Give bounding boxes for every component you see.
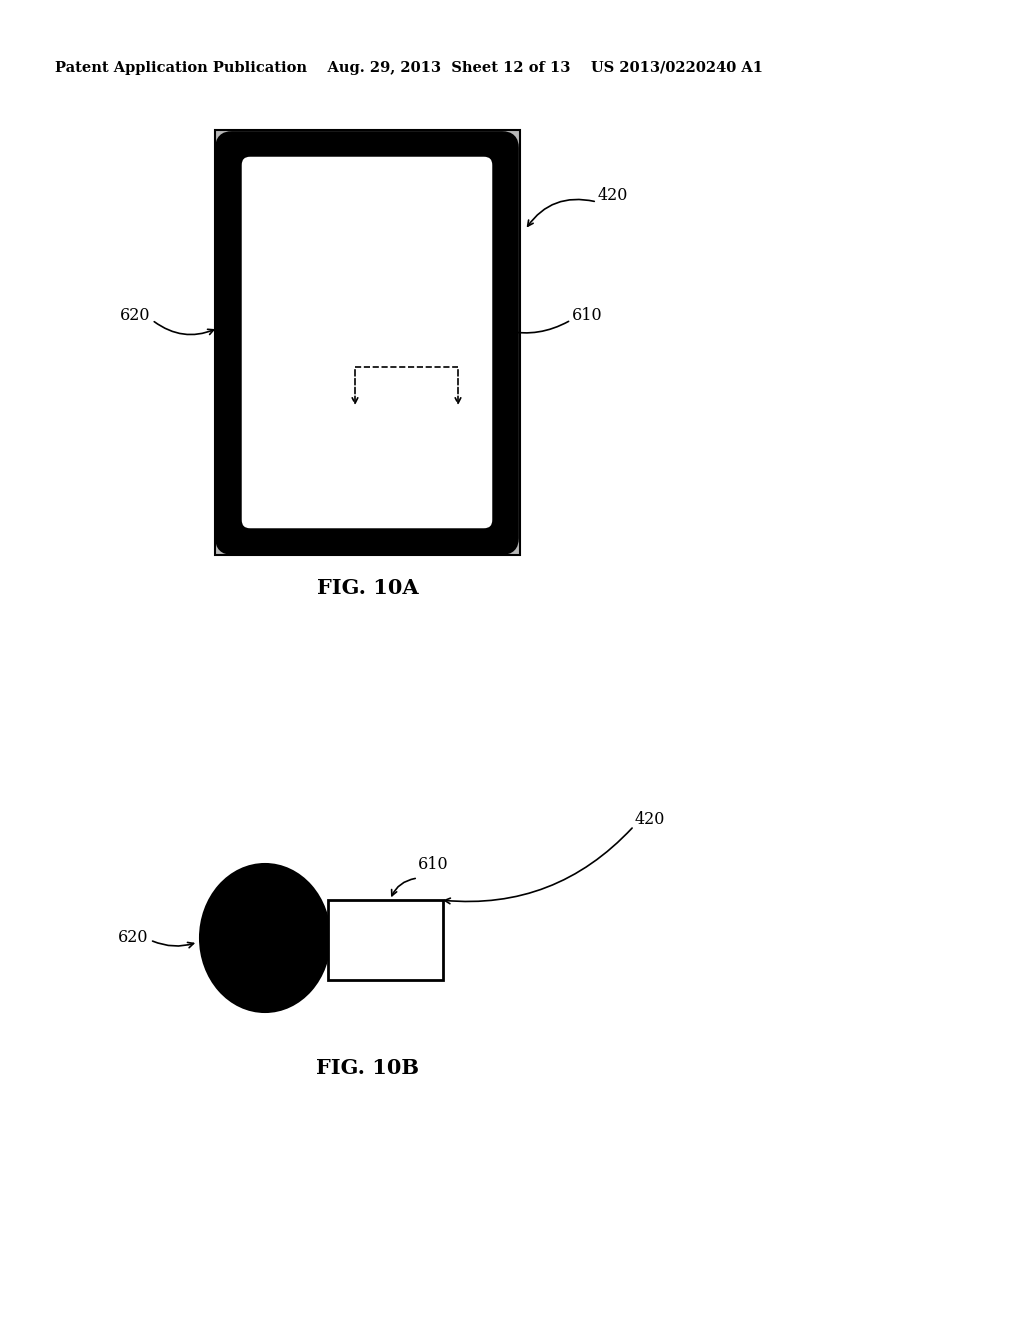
Bar — [215, 129, 520, 554]
Text: FIG. 10B: FIG. 10B — [316, 1059, 420, 1078]
Text: 610: 610 — [418, 855, 449, 873]
Text: 9B: 9B — [466, 418, 488, 436]
Text: 620: 620 — [118, 928, 148, 945]
Bar — [328, 900, 443, 979]
Text: 620: 620 — [120, 306, 150, 323]
Text: FIG. 10A: FIG. 10A — [317, 578, 419, 598]
Text: 610: 610 — [572, 306, 603, 323]
Ellipse shape — [200, 865, 330, 1012]
FancyBboxPatch shape — [220, 136, 514, 550]
Text: 420: 420 — [635, 812, 666, 829]
Text: 420: 420 — [598, 186, 629, 203]
Text: Patent Application Publication    Aug. 29, 2013  Sheet 12 of 13    US 2013/02202: Patent Application Publication Aug. 29, … — [55, 61, 763, 75]
FancyBboxPatch shape — [240, 154, 494, 531]
